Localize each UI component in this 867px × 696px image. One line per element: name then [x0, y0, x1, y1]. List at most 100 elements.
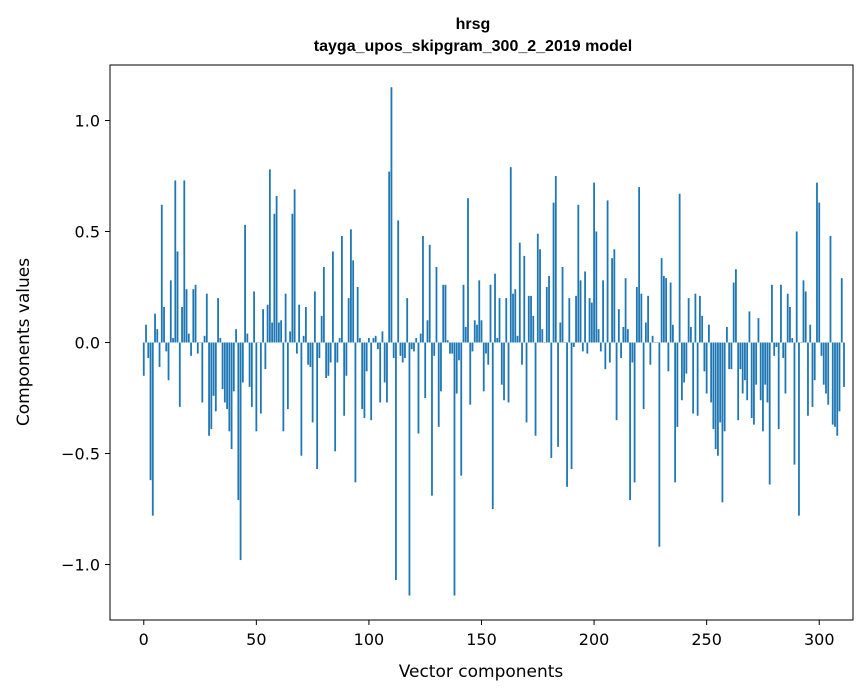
bar: [383, 342, 386, 383]
bar: [755, 342, 758, 385]
bar: [559, 322, 562, 343]
bar: [350, 229, 352, 343]
bar: [334, 342, 337, 452]
bar: [554, 176, 557, 343]
bar: [759, 342, 762, 401]
bar: [780, 284, 782, 343]
bar: [181, 306, 183, 343]
bar: [295, 342, 298, 354]
bar: [377, 342, 379, 350]
bar: [300, 342, 303, 456]
bar: [509, 167, 512, 343]
bar: [737, 342, 740, 421]
bar: [169, 280, 172, 343]
bar: [183, 180, 186, 343]
bar: [784, 342, 787, 394]
bar: [762, 342, 764, 432]
bar: [836, 342, 839, 436]
bar: [210, 342, 213, 430]
bar: [669, 282, 672, 343]
bar: [667, 342, 670, 372]
x-tick-label: 200: [579, 630, 610, 649]
bar: [581, 342, 584, 352]
bar: [626, 329, 629, 343]
bar: [212, 342, 215, 396]
bar: [638, 187, 641, 343]
bar: [284, 293, 287, 343]
bar: [268, 169, 271, 343]
bar: [838, 342, 841, 412]
bar: [368, 338, 370, 343]
bar: [291, 213, 294, 343]
bar: [827, 342, 830, 405]
bar: [266, 304, 269, 343]
bar: [455, 342, 458, 394]
bar: [640, 293, 643, 343]
bar: [259, 342, 262, 414]
bar: [192, 289, 195, 343]
bar: [586, 342, 589, 354]
bar: [705, 342, 708, 394]
bar: [230, 342, 233, 450]
bar: [566, 342, 568, 487]
bar: [156, 329, 159, 343]
bar: [507, 342, 510, 403]
bar: [717, 342, 719, 456]
bar: [590, 302, 593, 343]
bar: [413, 342, 415, 352]
bar: [683, 342, 686, 383]
bar: [320, 315, 323, 343]
bar: [422, 235, 424, 343]
bar: [692, 342, 695, 414]
bar: [818, 202, 821, 343]
bar: [813, 342, 816, 381]
bar: [570, 342, 573, 470]
bar: [602, 280, 604, 343]
bar: [699, 295, 701, 343]
bar: [395, 342, 397, 581]
y-tick-label: −0.5: [61, 445, 100, 464]
bar: [622, 326, 625, 343]
bar: [187, 333, 190, 343]
bar: [843, 342, 845, 387]
y-tick-label: 0.5: [75, 223, 100, 242]
bar: [795, 231, 798, 343]
bar: [595, 231, 598, 343]
bar: [370, 342, 373, 421]
bar: [597, 329, 600, 343]
bar: [687, 298, 690, 343]
bar: [390, 87, 393, 343]
bar: [280, 320, 283, 343]
bar: [464, 326, 467, 343]
bar: [485, 342, 487, 354]
bar: [593, 182, 595, 343]
bar: [703, 342, 706, 372]
bar: [577, 204, 580, 343]
bar: [696, 342, 699, 416]
bar: [444, 284, 447, 343]
bar-series: [142, 87, 845, 596]
bar: [458, 342, 460, 361]
bar: [298, 304, 301, 343]
bar: [338, 338, 341, 343]
bar: [273, 213, 276, 343]
chart-subtitle: tayga_upos_skipgram_300_2_2019 model: [314, 38, 632, 55]
bar: [237, 342, 240, 501]
bar: [221, 342, 224, 390]
bar: [154, 313, 156, 343]
bar: [647, 295, 650, 343]
bar: [318, 342, 321, 359]
bar: [534, 342, 537, 436]
bar: [453, 342, 456, 596]
x-tick-label: 250: [691, 630, 722, 649]
bar: [649, 342, 652, 365]
bar: [789, 306, 791, 343]
bar: [530, 295, 532, 343]
bar: [386, 342, 388, 403]
bar: [174, 180, 177, 343]
bar: [158, 342, 161, 367]
bar: [726, 326, 728, 343]
bar: [658, 342, 661, 547]
bar: [642, 342, 645, 410]
bar: [239, 342, 242, 561]
